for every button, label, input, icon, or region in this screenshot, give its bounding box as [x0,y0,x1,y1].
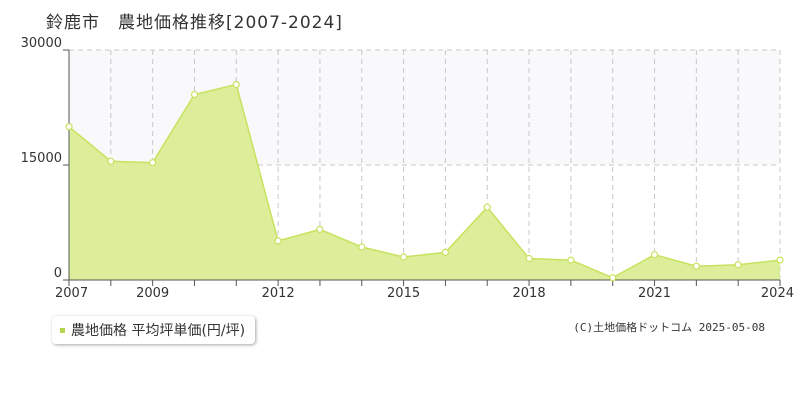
x-tick-label: 2009 [136,286,169,301]
data-point [190,90,199,99]
x-tick-label: 2024 [761,286,794,301]
data-point [776,256,784,264]
data-point [274,237,282,245]
x-tick-label: 2018 [513,286,546,301]
legend-marker [60,327,65,333]
x-tick-label: 2021 [638,286,671,301]
data-point [441,248,449,256]
data-point [650,251,659,259]
data-point [567,256,575,264]
y-tick-label: 0 [54,266,62,281]
data-point [609,274,617,282]
chart-title: 鈴鹿市 農地価格推移[2007-2024] [46,13,343,33]
data-point [107,157,115,165]
series-area [69,84,780,280]
series-line [68,83,781,279]
data-point [734,261,742,269]
data-point [400,253,408,261]
chart-legend: 農地価格 平均坪単価(円/坪) [52,316,256,344]
y-tick-label: 30000 [21,36,62,51]
x-tick-label: 2015 [387,286,420,301]
x-tick-label: 2007 [55,286,88,301]
data-point [525,254,533,263]
y-tick-label: 15000 [21,151,62,166]
credit-text: (C)土地価格ドットコム 2025-05-08 [573,321,765,334]
data-point [692,262,701,270]
data-point [483,203,491,211]
data-point [149,159,157,167]
data-point [65,123,73,131]
data-point [232,80,240,89]
data-point [358,243,366,251]
legend-label: 農地価格 平均坪単価(円/坪) [71,323,246,339]
data-point [316,225,324,233]
x-tick-label: 2012 [262,286,295,301]
